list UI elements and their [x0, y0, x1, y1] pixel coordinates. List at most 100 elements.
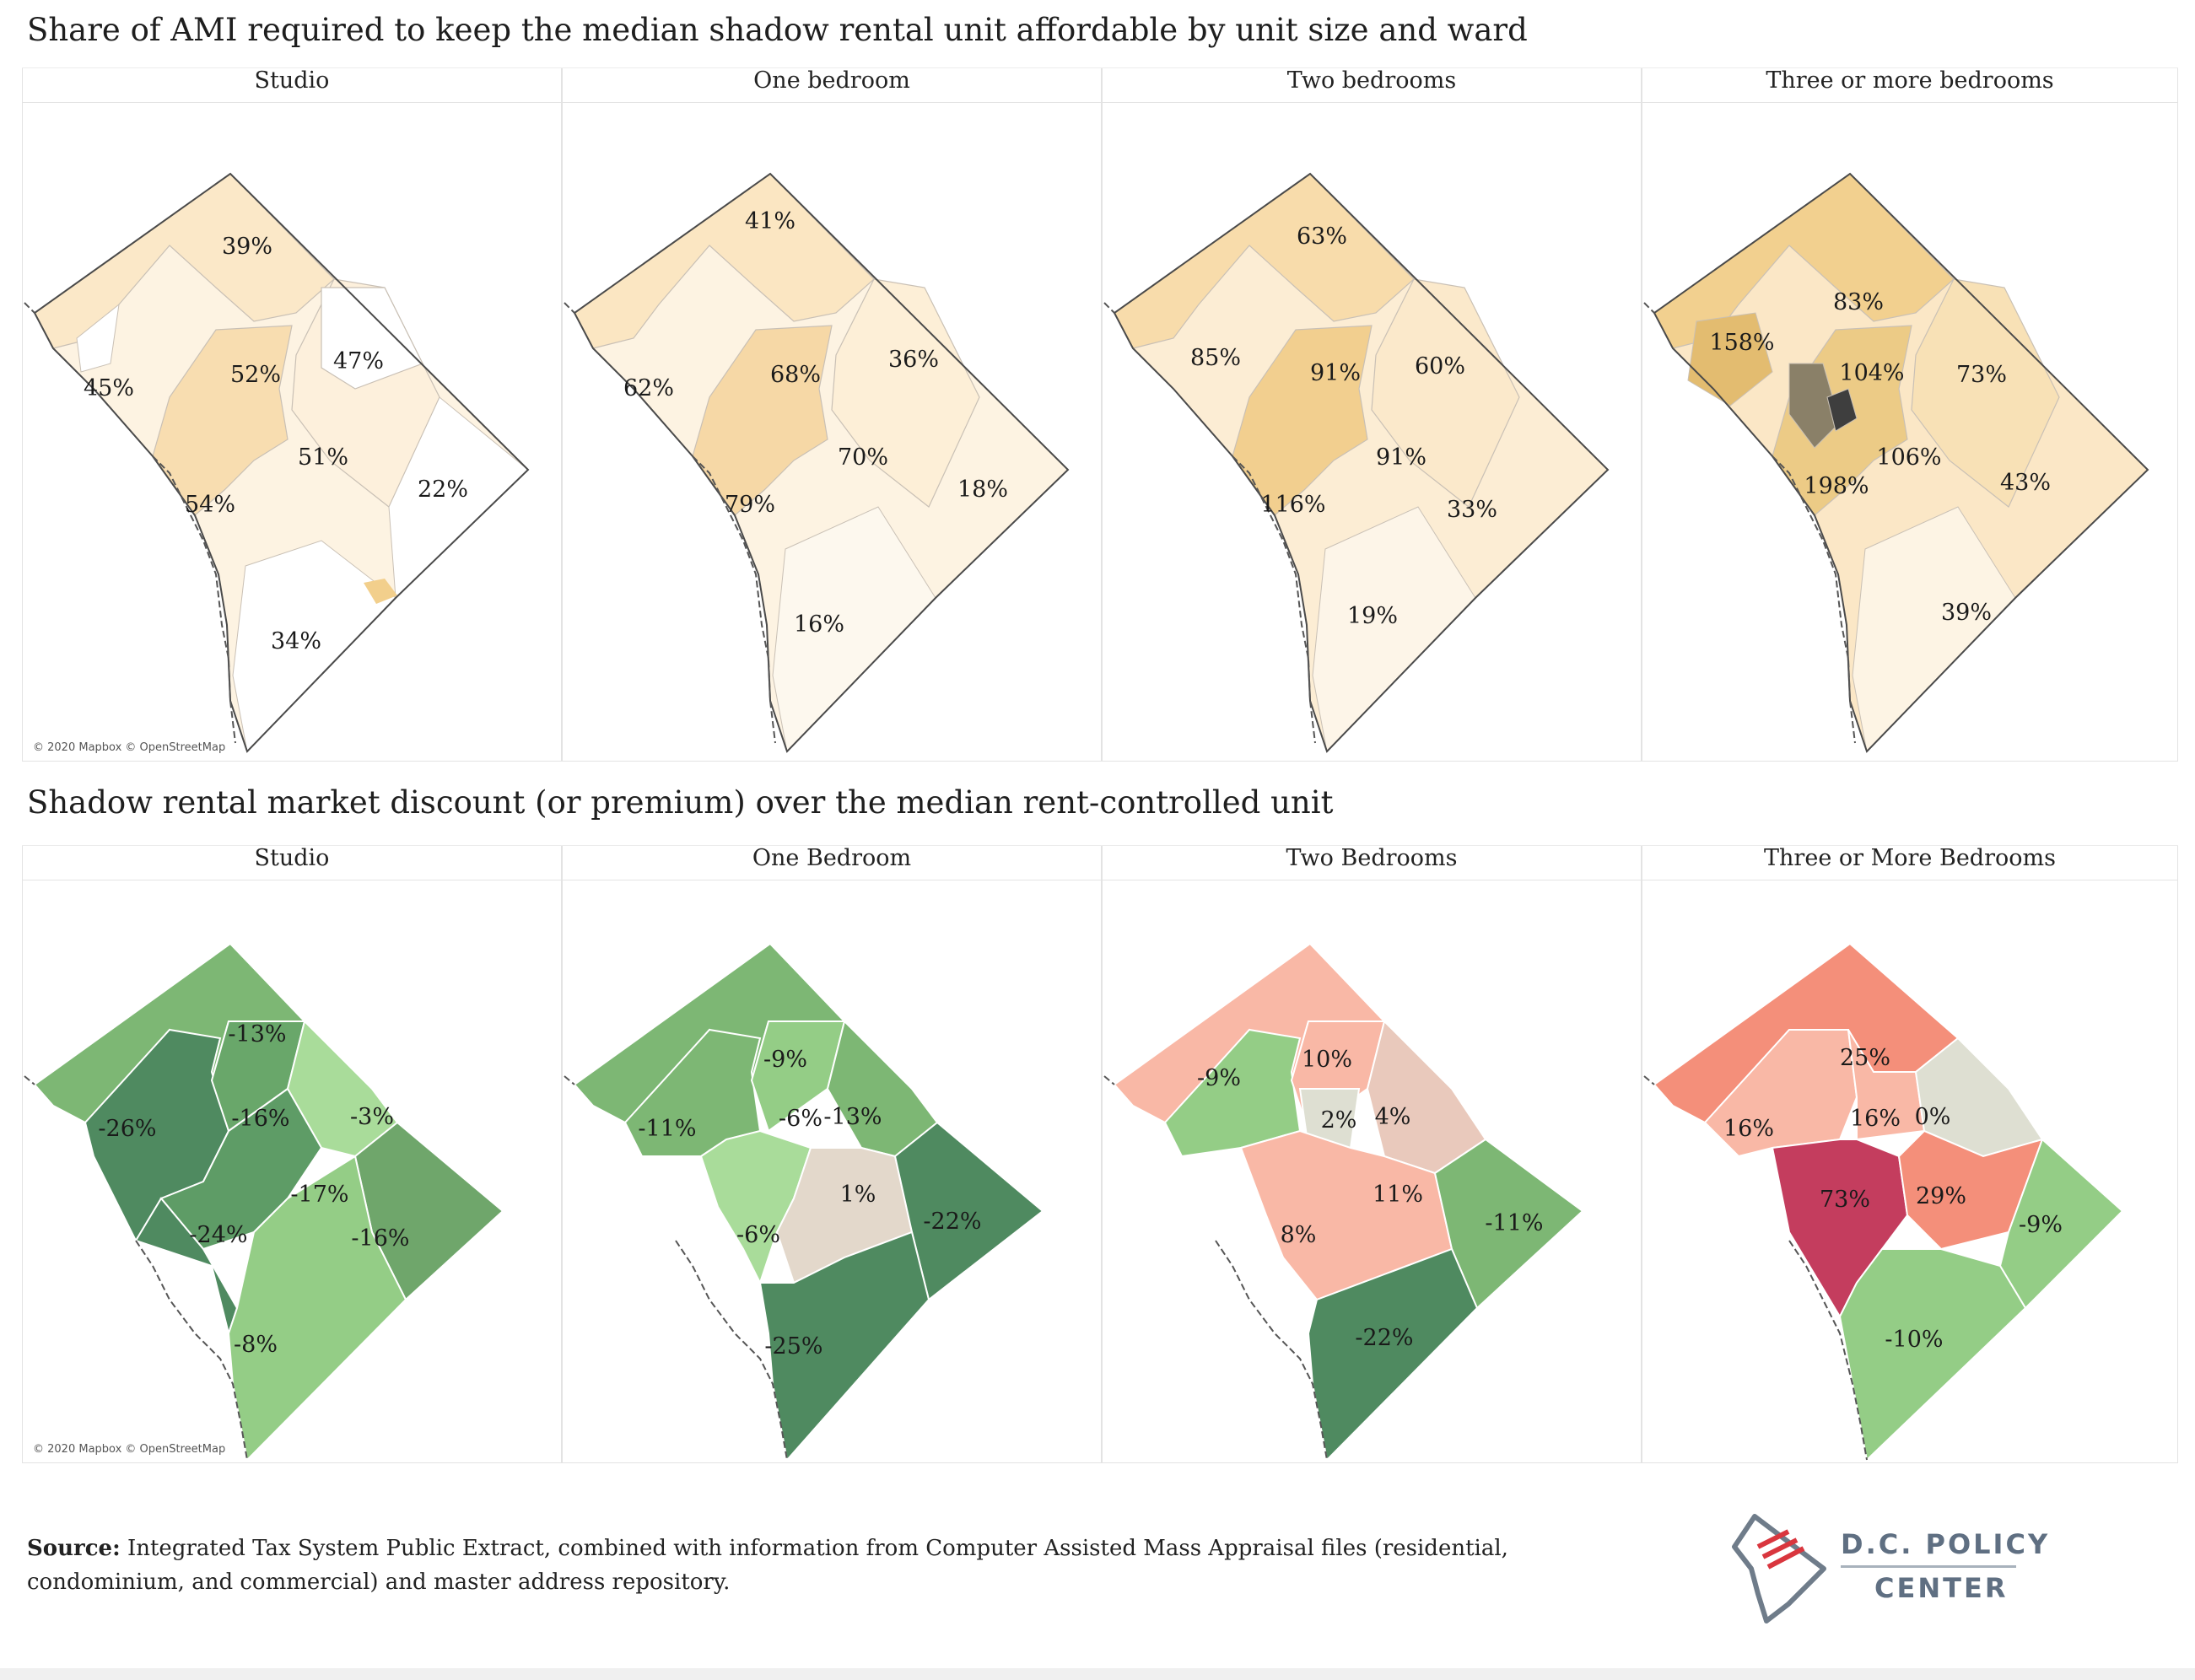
ward-label: 33%: [1447, 497, 1497, 523]
panel-header: Studio: [23, 68, 561, 103]
ward-label: -26%: [98, 1116, 156, 1142]
source-note: Source: Integrated Tax System Public Ext…: [27, 1532, 1579, 1599]
ward-label: 60%: [1415, 353, 1465, 380]
map-credit: © 2020 Mapbox © OpenStreetMap: [33, 1443, 226, 1456]
ward-label: 73%: [1820, 1187, 1870, 1213]
ward-label: 11%: [1373, 1182, 1423, 1208]
top-section-title: Share of AMI required to keep the median…: [27, 12, 1528, 48]
dc-ward-map: 25% 16% 16% 0% 73% 29% -9% -10%: [1643, 942, 2124, 1462]
map-panel-studio-discount: Studio -13% -26% -16% -3% -17% -24% -16%…: [22, 846, 562, 1462]
ward-label: 198%: [1804, 473, 1869, 499]
source-text: Integrated Tax System Public Extract, co…: [27, 1536, 1508, 1595]
ward-label: -22%: [923, 1209, 981, 1235]
map-panel-three-plus-bedrooms-ami: Three or more bedrooms 83% 158% 104% 73%…: [1642, 68, 2178, 761]
ward-label: 2%: [1321, 1107, 1357, 1133]
ward-label: -6%: [779, 1106, 822, 1132]
ward-label: 85%: [1190, 345, 1241, 371]
ward-label: 47%: [333, 348, 384, 374]
dc-policy-center-logo-icon: [1732, 1514, 1826, 1623]
ward-label: 39%: [222, 234, 272, 260]
panel-header: Three or More Bedrooms: [1642, 846, 2177, 880]
ward-label: 52%: [230, 362, 281, 388]
ward-label: -16%: [351, 1225, 409, 1252]
panel-header: One bedroom: [563, 68, 1101, 103]
ward-label: -22%: [1355, 1325, 1413, 1351]
top-grid-bottom-rule: [22, 761, 2178, 762]
dc-ward-map: 10% -9% 2% 4% 11% 8% -11% -22%: [1103, 942, 1584, 1462]
ward-label: 41%: [745, 208, 795, 234]
bottom-section-title: Shadow rental market discount (or premiu…: [27, 784, 1334, 821]
source-label: Source:: [27, 1536, 121, 1561]
ward-label: 70%: [838, 444, 888, 471]
ward-label: 106%: [1876, 444, 1941, 471]
ward-label: 16%: [1850, 1106, 1901, 1132]
ward-label: 62%: [623, 375, 674, 401]
ward-label: -25%: [764, 1333, 822, 1360]
ward-label: -24%: [189, 1222, 247, 1248]
ward-label: 22%: [418, 477, 468, 503]
ward-label: 10%: [1302, 1047, 1352, 1073]
ward-label: 45%: [84, 375, 134, 401]
ward-label: 91%: [1310, 360, 1361, 386]
ward-label: -17%: [290, 1182, 348, 1208]
ward-label: -3%: [350, 1104, 394, 1130]
ward-label: 29%: [1916, 1183, 1966, 1209]
bottom-grid-bottom-rule: [22, 1462, 2178, 1463]
ward-label: 1%: [840, 1182, 876, 1208]
ward-label: 79%: [725, 492, 775, 518]
ward-label: -9%: [1197, 1065, 1241, 1091]
dc-ward-map: 41% 62% 68% 36% 70% 79% 18% 16%: [564, 172, 1070, 753]
ward-label: 39%: [1941, 600, 1992, 626]
bottom-grid-rule: [22, 845, 2178, 846]
ward-label: 0%: [1915, 1104, 1951, 1130]
ward-label: 54%: [185, 492, 235, 518]
ward-label: 19%: [1347, 603, 1398, 629]
top-grid-rule: [22, 67, 2178, 68]
ward-label: -9%: [2019, 1212, 2063, 1238]
map-panel-one-bedroom-ami: One bedroom 41% 62% 68% 36% 70% 79% 18% …: [562, 68, 1102, 761]
panel-header: Three or more bedrooms: [1642, 68, 2177, 103]
ward-label: 51%: [298, 444, 348, 471]
logo-divider: [1841, 1565, 2016, 1568]
ward-label: -13%: [228, 1021, 286, 1047]
ward-label: 18%: [957, 477, 1008, 503]
ward-label: 16%: [1723, 1116, 1774, 1142]
ward-label: -11%: [638, 1116, 696, 1142]
ward-label: -10%: [1885, 1327, 1943, 1353]
ward-label: -11%: [1485, 1210, 1543, 1236]
ward-label: 34%: [271, 628, 321, 654]
ward-label: -9%: [763, 1047, 807, 1073]
ward-label: 36%: [888, 347, 939, 373]
ward-label: 8%: [1281, 1222, 1317, 1248]
map-panel-two-bedrooms-discount: Two Bedrooms 10% -9% 2% 4% 11% 8% -11% -…: [1102, 846, 1642, 1462]
ward-label: 91%: [1376, 444, 1426, 471]
ward-label: 73%: [1956, 362, 2007, 388]
panel-header: Studio: [23, 846, 561, 880]
footer-bar: [0, 1668, 2195, 1680]
logo-wordmark-line2: CENTER: [1874, 1572, 2009, 1604]
dc-ward-map: -9% -11% -6% -13% 1% -6% -22% -25%: [564, 942, 1044, 1462]
dc-ward-map: 39% 45% 52% 47% 51% 54% 22% 34%: [24, 172, 530, 753]
ward-label: 116%: [1260, 492, 1325, 518]
ward-label: 16%: [794, 611, 844, 638]
panel-header: Two bedrooms: [1103, 68, 1641, 103]
panel-header: One Bedroom: [563, 846, 1101, 880]
map-panel-studio-ami: Studio 39% 45% 52% 47% 51%: [22, 68, 562, 761]
ward-label: 25%: [1840, 1045, 1890, 1071]
ward-label: -8%: [234, 1332, 278, 1358]
map-panel-three-plus-bedrooms-discount: Three or More Bedrooms 25% 16% 16% 0% 73…: [1642, 846, 2178, 1462]
map-credit: © 2020 Mapbox © OpenStreetMap: [33, 741, 226, 754]
logo-wordmark-line1: D.C. POLICY: [1841, 1528, 2051, 1560]
dc-ward-map: 83% 158% 104% 73% 106% 198% 43% 39%: [1643, 172, 2149, 753]
ward-label: 68%: [770, 362, 821, 388]
ward-label: 4%: [1375, 1104, 1411, 1130]
ward-shapes: [24, 172, 530, 753]
ward-label: 158%: [1709, 330, 1774, 356]
ward-label: -13%: [823, 1104, 882, 1130]
ward-label: 63%: [1297, 223, 1347, 250]
ward-label: 104%: [1839, 360, 1904, 386]
map-panel-one-bedroom-discount: One Bedroom -9% -11% -6% -13% 1% -6% -22…: [562, 846, 1102, 1462]
ward-value-labels: 39% 45% 52% 47% 51% 54% 22% 34%: [84, 234, 468, 654]
ward-label: -16%: [231, 1106, 289, 1132]
panel-header: Two Bedrooms: [1103, 846, 1641, 880]
